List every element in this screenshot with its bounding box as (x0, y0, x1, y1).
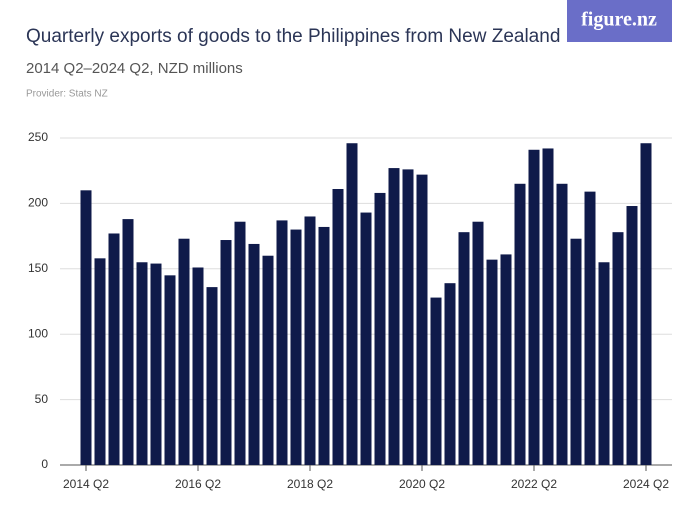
bar (514, 183, 526, 465)
bar (192, 267, 204, 465)
x-tick-label: 2016 Q2 (175, 477, 221, 491)
x-tick-label: 2022 Q2 (511, 477, 557, 491)
bar (556, 183, 568, 465)
y-tick-label: 250 (28, 130, 48, 144)
bar (444, 283, 456, 465)
bar (178, 238, 190, 465)
bar (164, 275, 176, 465)
x-tick-label: 2014 Q2 (63, 477, 109, 491)
bar (472, 221, 484, 465)
logo-box (567, 0, 672, 42)
bar (640, 143, 652, 465)
bar (416, 174, 428, 465)
bar (598, 262, 610, 465)
bar (94, 258, 106, 465)
bar (612, 232, 624, 465)
y-tick-label: 50 (35, 392, 49, 406)
y-tick-label: 200 (28, 196, 48, 210)
bar (150, 263, 162, 465)
x-tick-label: 2024 Q2 (623, 477, 669, 491)
bar (346, 143, 358, 465)
bar (528, 149, 540, 465)
bar (332, 189, 344, 465)
provider: Provider: Stats NZ (26, 89, 108, 100)
y-tick-label: 0 (41, 457, 48, 471)
bar (570, 238, 582, 465)
bar (458, 232, 470, 465)
bar (430, 297, 442, 465)
bar (360, 212, 372, 465)
bar (262, 255, 274, 465)
y-tick-label: 150 (28, 261, 48, 275)
bar (80, 190, 92, 465)
bar (486, 259, 498, 465)
chart-title: Quarterly exports of goods to the Philip… (26, 26, 560, 47)
bar (122, 219, 134, 465)
bar (206, 287, 218, 465)
bar (626, 206, 638, 466)
x-tick-label: 2018 Q2 (287, 477, 333, 491)
bar (304, 216, 316, 465)
bar (388, 168, 400, 466)
chart-subtitle: 2014 Q2–2024 Q2, NZD millions (26, 60, 243, 77)
bar (290, 229, 302, 465)
bar (248, 243, 260, 465)
bar (276, 220, 288, 465)
bar (500, 254, 512, 465)
bar (402, 169, 414, 465)
logo: figure.nz (581, 9, 657, 31)
bar (220, 240, 232, 465)
bar (542, 148, 554, 466)
y-tick-label: 100 (28, 326, 48, 340)
bar (374, 192, 386, 465)
bar (234, 221, 246, 465)
bar (108, 233, 120, 465)
x-tick-label: 2020 Q2 (399, 477, 445, 491)
bar (584, 191, 596, 466)
bar (136, 262, 148, 465)
bar (318, 226, 330, 465)
